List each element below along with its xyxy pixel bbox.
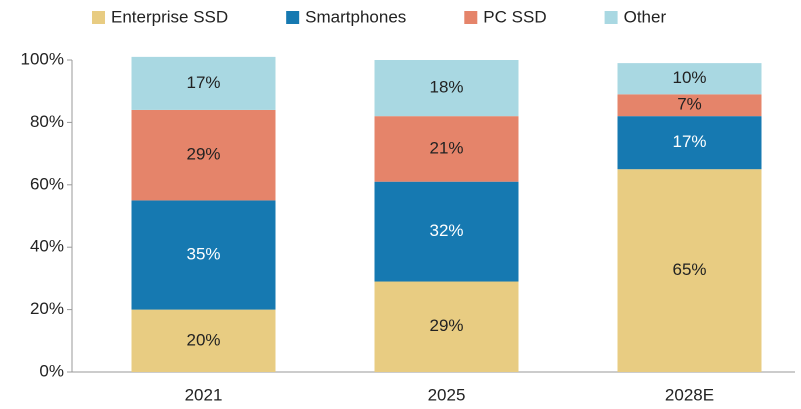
bar-segment [617, 169, 762, 372]
data-label: 29% [429, 316, 463, 335]
legend: Enterprise SSD Smartphones PC SSD Other [92, 7, 666, 26]
bar-segment [617, 63, 762, 95]
x-tick-label: 2025 [428, 385, 466, 404]
y-tick-label: 40% [30, 237, 64, 256]
y-tick-label: 60% [30, 174, 64, 193]
legend-label: Other [624, 7, 667, 26]
data-label: 7% [677, 95, 702, 114]
bar-segment [374, 181, 519, 282]
data-label: 18% [429, 78, 463, 97]
y-tick-label: 0% [39, 361, 64, 380]
bar-segment [131, 200, 276, 310]
legend-swatch [286, 11, 300, 24]
data-label: 20% [186, 330, 220, 349]
x-tick-label: 2021 [185, 385, 223, 404]
legend-swatch [604, 11, 618, 24]
data-label: 29% [186, 145, 220, 164]
bar-segment [617, 116, 762, 170]
legend-label: PC SSD [483, 7, 546, 26]
data-label: 32% [429, 221, 463, 240]
legend-label: Enterprise SSD [111, 7, 228, 26]
legend-swatch [92, 11, 105, 24]
bar-segment [131, 309, 276, 372]
data-label: 21% [429, 138, 463, 157]
y-tick-label: 100% [21, 49, 64, 68]
bar-segment [131, 56, 276, 110]
bar-segment [617, 94, 762, 117]
data-label: 10% [672, 68, 706, 87]
x-tick-label: 2028E [665, 385, 714, 404]
bar-segment [131, 109, 276, 201]
y-tick-label: 20% [30, 299, 64, 318]
legend-label: Smartphones [305, 7, 406, 26]
bar-segment [374, 116, 519, 182]
data-label: 35% [186, 244, 220, 263]
data-label: 17% [672, 132, 706, 151]
legend-swatch [464, 11, 478, 24]
data-label: 65% [672, 260, 706, 279]
data-label: 17% [186, 73, 220, 92]
bar-segment [374, 281, 519, 372]
y-tick-label: 80% [30, 112, 64, 131]
bar-segment [374, 60, 519, 117]
